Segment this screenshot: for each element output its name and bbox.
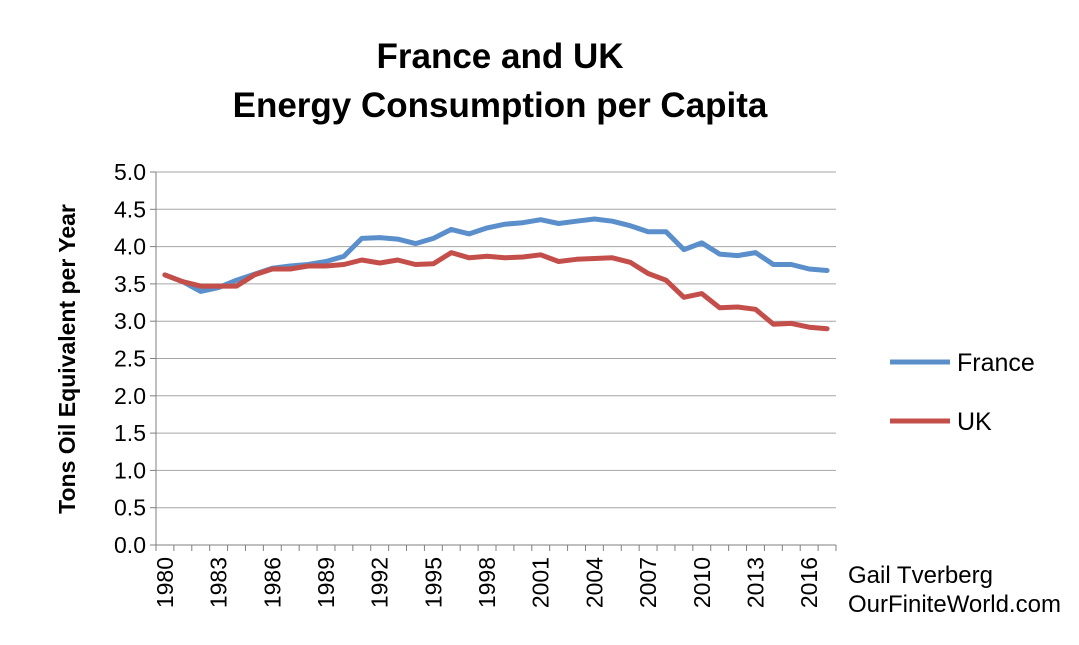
x-tick-label: 2001: [528, 557, 554, 608]
chart-title: France and UK: [376, 37, 624, 76]
y-tick-label: 2.0: [114, 383, 146, 409]
y-tick-label: 3.5: [114, 271, 146, 297]
x-tick-label: 1995: [420, 557, 446, 608]
y-tick-label: 4.0: [114, 234, 146, 260]
gridlines: [156, 171, 836, 509]
x-tick-label: 2016: [796, 557, 822, 608]
x-tick-label: 1986: [259, 557, 285, 608]
credit-website: OurFiniteWorld.com: [848, 591, 1061, 618]
y-tick-label: 3.0: [114, 308, 146, 334]
x-tick-label: 1992: [367, 557, 393, 608]
legend-label-uk: UK: [957, 408, 992, 436]
x-tick-label: 2013: [742, 557, 768, 608]
y-tick-labels: 0.0 0.5 1.0 1.5 2.0 2.5 3.0 3.5 4.0 4.5 5.0: [114, 159, 146, 558]
y-tick-label: 0.0: [114, 532, 146, 558]
axes: [150, 171, 837, 551]
x-tick-label: 1980: [152, 557, 178, 608]
x-tick-label: 1989: [313, 557, 339, 608]
x-tick-label: 1998: [474, 557, 500, 608]
y-tick-label: 1.5: [114, 420, 146, 446]
x-tick-labels: 1980 1983 1986 1989 1992 1995 1998 2001 2004 2007…: [152, 557, 822, 608]
y-axis-label: Tons Oil Equivalent per Year: [54, 204, 80, 514]
y-tick-label: 0.5: [114, 495, 146, 521]
x-tick-label: 1983: [206, 557, 232, 608]
x-tick-label: 2004: [581, 557, 607, 608]
series-lines: [162, 216, 830, 332]
legend: France UK: [890, 349, 1035, 436]
chart-subtitle: Energy Consumption per Capita: [232, 86, 768, 125]
y-tick-label: 1.0: [114, 457, 146, 483]
y-tick-label: 2.5: [114, 346, 146, 372]
x-tick-label: 2010: [689, 557, 715, 608]
legend-label-france: France: [957, 349, 1035, 377]
series-line-uk: [162, 250, 830, 332]
credit-author: Gail Tverberg: [848, 562, 993, 589]
x-tick-label: 2007: [635, 557, 661, 608]
y-tick-label: 5.0: [114, 159, 146, 185]
y-tick-label: 4.5: [114, 196, 146, 222]
